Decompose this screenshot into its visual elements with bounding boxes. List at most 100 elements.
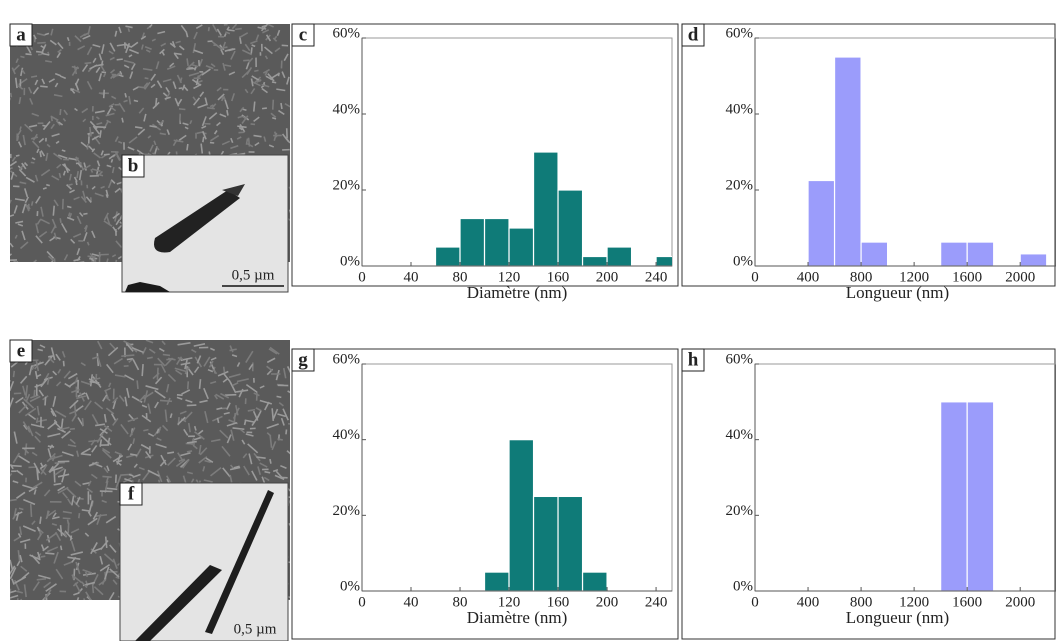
nanorod: [125, 342, 134, 352]
nanorod: [51, 218, 57, 229]
bar: [581, 255, 608, 266]
nanorod: [45, 583, 57, 592]
nanorod: [133, 463, 138, 468]
bar: [581, 571, 608, 591]
nanorod: [145, 385, 159, 391]
nanorod: [28, 124, 38, 128]
x-tick-label: 800: [850, 594, 873, 610]
nanorod: [53, 199, 59, 207]
nanorod: [58, 121, 64, 126]
nanorod: [45, 532, 57, 542]
nanorod: [245, 383, 258, 393]
nanorod: [212, 24, 218, 33]
nanorod: [138, 394, 146, 403]
nanorod: [86, 487, 93, 494]
y-tick-label: 0%: [733, 578, 753, 594]
nanorod: [247, 142, 254, 148]
nanorod: [19, 126, 22, 131]
bar: [606, 246, 633, 266]
nanorod: [263, 46, 273, 55]
nanorod: [14, 576, 27, 584]
nanorod: [103, 553, 115, 563]
nanorod: [22, 421, 31, 433]
nanorod: [36, 218, 42, 225]
x-axis-label: Longueur (nm): [846, 608, 949, 627]
nanorod: [176, 396, 183, 401]
nanorod: [84, 61, 92, 65]
nanorod: [92, 511, 99, 520]
nanorod: [226, 402, 231, 410]
nanorod: [264, 55, 269, 60]
nanorod: [159, 132, 167, 136]
nanorod: [22, 484, 35, 490]
nanorod: [35, 50, 44, 54]
nanorod: [29, 98, 34, 105]
nanorod: [263, 136, 267, 142]
nanorod: [257, 466, 262, 476]
nanorod: [165, 86, 170, 93]
nanorod: [82, 569, 93, 574]
nanorod: [58, 172, 62, 179]
nanorod: [129, 71, 134, 79]
nanorod: [210, 438, 221, 443]
nanorod: [238, 32, 249, 39]
nanorod: [127, 417, 139, 423]
nanorod: [71, 66, 79, 76]
nanorod: [136, 380, 139, 389]
nanorod: [60, 418, 64, 430]
nanorod: [50, 260, 54, 262]
nanorod: [10, 214, 15, 217]
nanorod: [105, 189, 109, 197]
nanorod: [106, 363, 114, 374]
nanorod: [125, 25, 133, 29]
nanorod: [216, 407, 223, 411]
nanorod: [40, 464, 48, 475]
nanorod: [186, 143, 189, 151]
panel-label: h: [688, 349, 699, 370]
nanorod: [167, 451, 175, 455]
nanorod: [177, 341, 191, 346]
nanorod: [57, 154, 68, 159]
nanorod: [226, 434, 232, 444]
nanorod: [85, 196, 92, 204]
nanorod: [115, 219, 121, 226]
nanorod: [13, 536, 20, 542]
nanorod: [273, 35, 278, 40]
nanorod: [49, 454, 63, 461]
nanorod: [63, 109, 69, 116]
nanorod: [48, 462, 60, 474]
nanorod: [145, 49, 151, 53]
nanorod: [128, 54, 133, 58]
nanorod: [38, 389, 45, 397]
nanorod: [80, 581, 88, 589]
nanorod: [143, 428, 149, 432]
nanorod: [39, 516, 42, 524]
nanorod: [55, 568, 64, 580]
nanorod: [140, 35, 147, 40]
nanorod: [156, 80, 163, 89]
nanorod: [103, 566, 110, 580]
nanorod: [126, 357, 133, 361]
nanorod: [20, 55, 25, 59]
x-tick-label: 0: [751, 594, 759, 610]
nanorod: [31, 140, 40, 149]
nanorod: [184, 359, 188, 370]
nanorod: [38, 574, 51, 580]
nanorod: [144, 77, 149, 80]
nanorod: [57, 485, 66, 492]
nanorod: [61, 430, 71, 439]
particle: [154, 190, 240, 253]
nanorod: [241, 115, 249, 125]
nanorod: [271, 81, 277, 84]
y-tick-label: 0%: [340, 578, 360, 594]
nanorod: [193, 49, 204, 55]
nanorod: [160, 364, 167, 373]
nanorod: [198, 456, 208, 464]
nanorod: [53, 482, 62, 486]
nanorod: [28, 86, 33, 94]
nanorod: [49, 237, 55, 242]
nanorod: [162, 353, 171, 357]
y-tick-label: 60%: [333, 351, 361, 367]
x-tick-label: 2000: [1005, 269, 1035, 285]
